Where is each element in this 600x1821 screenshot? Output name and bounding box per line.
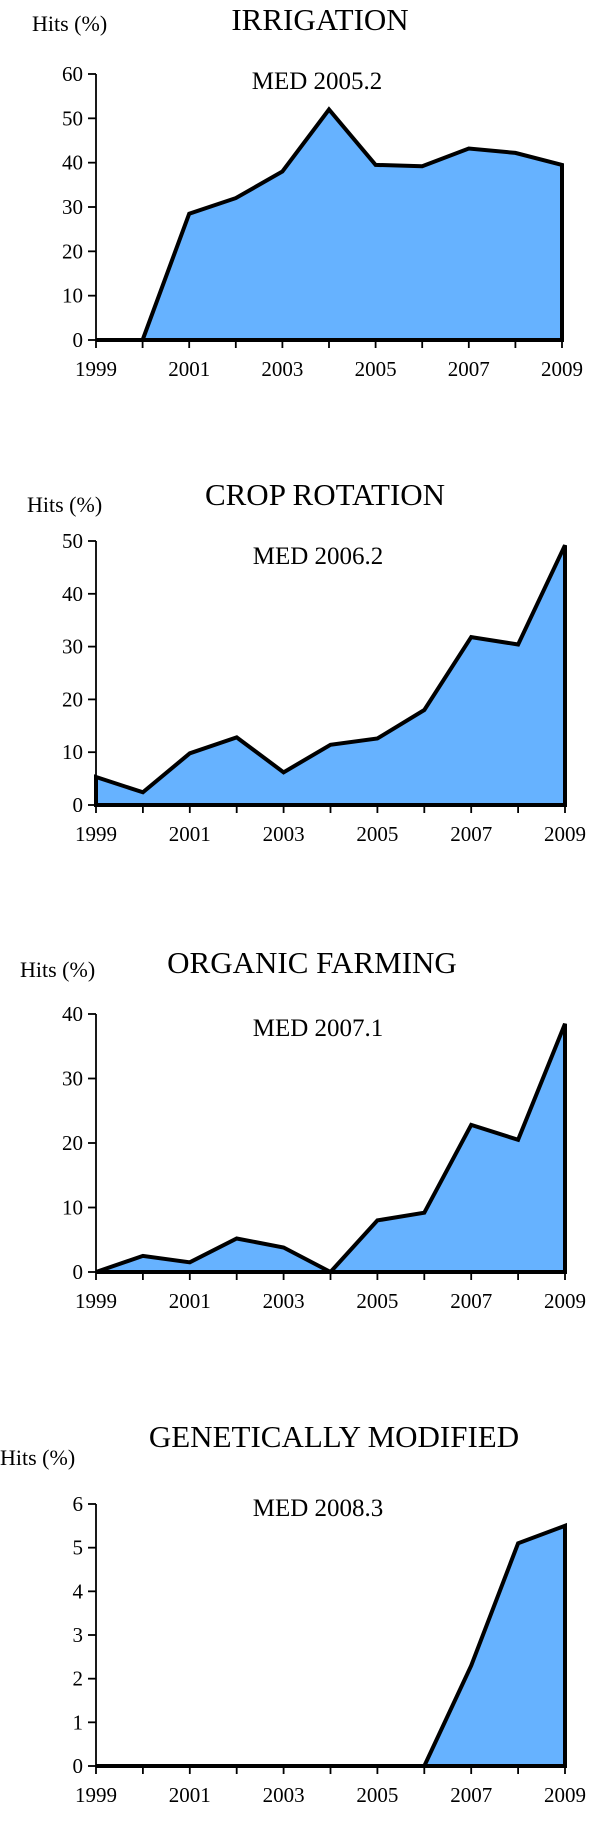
y-tick-label: 6 bbox=[73, 1492, 84, 1516]
y-axis-label: Hits (%) bbox=[20, 957, 95, 982]
y-tick-label: 0 bbox=[73, 328, 84, 352]
y-tick-label: 10 bbox=[62, 740, 83, 764]
chart-subtitle: MED 2007.1 bbox=[253, 1015, 384, 1042]
series-area bbox=[95, 1022, 567, 1275]
chart-subtitle: MED 2005.2 bbox=[252, 68, 383, 95]
x-tick-label: 2001 bbox=[169, 822, 211, 846]
x-tick-label: 2005 bbox=[356, 822, 398, 846]
x-tick-label: 2007 bbox=[450, 822, 492, 846]
x-tick-label: 2007 bbox=[450, 1289, 492, 1313]
y-tick-label: 30 bbox=[62, 1067, 83, 1091]
y-tick-label: 40 bbox=[62, 1002, 83, 1026]
chart-subtitle: MED 2006.2 bbox=[253, 543, 384, 570]
y-tick-label: 5 bbox=[73, 1536, 84, 1560]
y-tick-label: 60 bbox=[62, 62, 83, 86]
x-tick-label: 2001 bbox=[169, 1289, 211, 1313]
x-tick-label: 2003 bbox=[261, 357, 303, 381]
y-tick-label: 20 bbox=[62, 1131, 83, 1155]
chart-title: IRRIGATION bbox=[231, 2, 408, 37]
y-tick-label: 10 bbox=[62, 1196, 83, 1220]
x-tick-label: 2009 bbox=[541, 357, 583, 381]
y-axis-label: Hits (%) bbox=[0, 1445, 75, 1470]
x-tick-label: 2007 bbox=[450, 1783, 492, 1807]
y-axis-label: Hits (%) bbox=[27, 492, 102, 517]
chart-panel-genetically-modified: GENETICALLY MODIFIED Hits (%) MED 2008.3… bbox=[0, 1419, 586, 1807]
x-tick-label: 2009 bbox=[544, 1289, 586, 1313]
y-tick-label: 0 bbox=[73, 793, 84, 817]
x-tick-label: 1999 bbox=[75, 1289, 117, 1313]
chart-panel-organic-farming: ORGANIC FARMING Hits (%) MED 2007.1 0 10 2… bbox=[20, 945, 586, 1313]
chart-title: CROP ROTATION bbox=[205, 477, 445, 512]
y-axis-label: Hits (%) bbox=[32, 11, 107, 36]
y-tick-label: 30 bbox=[62, 635, 83, 659]
x-tick-label: 2005 bbox=[355, 357, 397, 381]
y-tick-label: 0 bbox=[73, 1754, 84, 1778]
y-tick-label: 10 bbox=[62, 284, 83, 308]
plot-area: 0 10 20 30 40 1999 2001 2003 2005 2007 2009 bbox=[62, 1002, 586, 1313]
y-tick-label: 40 bbox=[62, 582, 83, 606]
x-tick-label: 1999 bbox=[75, 1783, 117, 1807]
x-tick-label: 2003 bbox=[263, 1289, 305, 1313]
chart-subtitle: MED 2008.3 bbox=[253, 1495, 384, 1522]
x-tick-label: 2001 bbox=[169, 1783, 211, 1807]
x-tick-label: 2005 bbox=[356, 1783, 398, 1807]
series-area bbox=[96, 1522, 567, 1768]
y-tick-label: 50 bbox=[62, 106, 83, 130]
plot-area: 0 10 20 30 40 50 1999 2001 2003 2005 2007 2009 bbox=[62, 529, 586, 846]
y-tick-label: 40 bbox=[62, 151, 83, 175]
y-tick-label: 4 bbox=[73, 1579, 84, 1603]
y-tick-label: 30 bbox=[62, 195, 83, 219]
y-tick-label: 3 bbox=[73, 1623, 84, 1647]
x-tick-label: 2003 bbox=[263, 1783, 305, 1807]
x-tick-label: 2007 bbox=[448, 357, 490, 381]
chart-title: GENETICALLY MODIFIED bbox=[149, 1419, 519, 1454]
chart-title: ORGANIC FARMING bbox=[167, 945, 457, 980]
y-tick-label: 2 bbox=[73, 1667, 84, 1691]
plot-area: 0 1 2 3 4 5 6 1999 2001 2003 2005 2007 2009 bbox=[73, 1492, 587, 1807]
y-tick-label: 1 bbox=[73, 1710, 84, 1734]
x-tick-label: 2003 bbox=[263, 822, 305, 846]
series-area bbox=[94, 544, 567, 807]
y-tick-label: 20 bbox=[62, 687, 83, 711]
x-tick-label: 2009 bbox=[544, 1783, 586, 1807]
plot-area: 0 10 20 30 40 50 60 1999 2001 2003 2005 2007 2009 bbox=[62, 62, 583, 381]
y-tick-label: 20 bbox=[62, 239, 83, 263]
x-tick-label: 2009 bbox=[544, 822, 586, 846]
series-area bbox=[96, 106, 564, 342]
x-tick-label: 2005 bbox=[356, 1289, 398, 1313]
chart-panel-irrigation: IRRIGATION Hits (%) MED 2005.2 0 10 20 30 40… bbox=[32, 2, 583, 381]
y-tick-label: 50 bbox=[62, 529, 83, 553]
x-tick-label: 2001 bbox=[168, 357, 210, 381]
y-tick-label: 0 bbox=[73, 1260, 84, 1284]
chart-panel-crop-rotation: CROP ROTATION Hits (%) MED 2006.2 0 10 20 3… bbox=[27, 477, 586, 846]
x-tick-label: 1999 bbox=[75, 357, 117, 381]
x-tick-label: 1999 bbox=[75, 822, 117, 846]
